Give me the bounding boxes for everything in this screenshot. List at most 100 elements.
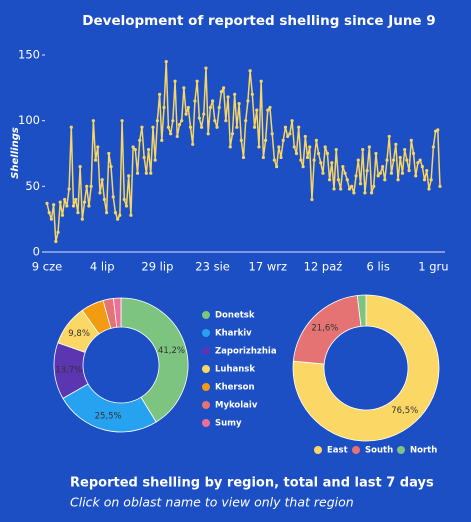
data-point bbox=[343, 171, 347, 175]
data-point bbox=[169, 132, 173, 136]
data-point bbox=[347, 187, 352, 191]
data-point bbox=[54, 239, 58, 244]
data-point bbox=[166, 125, 171, 129]
data-point bbox=[151, 125, 155, 129]
data-point bbox=[239, 138, 243, 142]
data-line bbox=[46, 60, 441, 243]
slice bbox=[120, 297, 189, 423]
legend-label[interactable]: East bbox=[327, 446, 348, 456]
data-point bbox=[202, 112, 206, 116]
data-point bbox=[316, 151, 321, 156]
data-point bbox=[378, 171, 382, 175]
data-point bbox=[341, 165, 345, 169]
data-point bbox=[354, 174, 358, 178]
data-point bbox=[268, 105, 272, 110]
data-point bbox=[215, 125, 219, 129]
data-point bbox=[111, 195, 115, 199]
legend-swatch[interactable] bbox=[202, 329, 210, 337]
data-point bbox=[173, 79, 177, 83]
data-point bbox=[89, 184, 93, 188]
data-point bbox=[272, 158, 277, 162]
slice-label: 76,5% bbox=[391, 406, 418, 416]
data-point bbox=[352, 191, 356, 195]
x-tick-label: 1 gru bbox=[418, 260, 448, 274]
data-point bbox=[250, 92, 254, 96]
data-point bbox=[158, 92, 162, 96]
data-point bbox=[246, 99, 250, 103]
data-point bbox=[82, 200, 87, 204]
data-point bbox=[162, 105, 166, 110]
legend-label[interactable]: Sumy bbox=[215, 419, 242, 429]
data-point bbox=[184, 112, 188, 116]
data-point bbox=[356, 158, 360, 162]
y-tick-label: 100 bbox=[18, 113, 40, 127]
data-point bbox=[140, 125, 144, 129]
slice-label: 9,8% bbox=[68, 329, 90, 339]
data-point bbox=[414, 174, 418, 178]
data-point bbox=[301, 165, 305, 169]
data-point bbox=[259, 79, 263, 83]
data-point bbox=[177, 123, 182, 127]
legend-label[interactable]: Kherson bbox=[215, 383, 255, 393]
data-point bbox=[171, 119, 175, 123]
legend-swatch[interactable] bbox=[314, 446, 322, 454]
chart-title: Development of reported shelling since J… bbox=[82, 13, 435, 29]
data-point bbox=[372, 184, 376, 188]
legend-label[interactable]: North bbox=[410, 446, 437, 456]
data-point bbox=[409, 138, 413, 142]
legend-swatch[interactable] bbox=[352, 446, 360, 454]
data-point bbox=[358, 182, 363, 186]
data-point bbox=[261, 155, 265, 160]
data-point bbox=[93, 158, 98, 162]
legend-swatch[interactable] bbox=[202, 383, 210, 391]
data-point bbox=[131, 145, 135, 149]
x-tick-label: 23 sie bbox=[195, 260, 230, 274]
data-point bbox=[124, 204, 129, 208]
data-point bbox=[116, 217, 120, 221]
x-tick-label: 17 wrz bbox=[249, 260, 287, 274]
legend-label[interactable]: Mykolaiv bbox=[215, 401, 258, 411]
slice bbox=[112, 297, 122, 328]
data-point bbox=[146, 147, 151, 152]
legend-swatch[interactable] bbox=[202, 311, 210, 319]
data-point bbox=[102, 197, 107, 202]
data-point bbox=[85, 184, 89, 188]
data-point bbox=[182, 86, 186, 90]
legend-swatch[interactable] bbox=[202, 365, 210, 373]
legend-swatch[interactable] bbox=[397, 446, 405, 454]
legend-swatch[interactable] bbox=[202, 347, 210, 355]
legend-label[interactable]: Luhansk bbox=[215, 365, 255, 375]
slice-label: 41,2% bbox=[158, 346, 185, 356]
legend-swatch[interactable] bbox=[202, 401, 210, 409]
data-point bbox=[193, 99, 197, 103]
legend-swatch[interactable] bbox=[202, 419, 210, 427]
slice bbox=[356, 294, 367, 327]
data-point bbox=[244, 119, 248, 123]
data-point bbox=[149, 171, 153, 175]
data-point bbox=[208, 105, 212, 110]
data-point bbox=[60, 213, 65, 217]
legend-label[interactable]: Zaporizhzhia bbox=[215, 347, 277, 357]
data-point bbox=[411, 151, 416, 156]
data-point bbox=[407, 168, 411, 173]
data-point bbox=[98, 191, 102, 195]
legend-label[interactable]: South bbox=[365, 446, 393, 456]
data-point bbox=[367, 145, 371, 149]
data-point bbox=[270, 132, 274, 136]
data-point bbox=[118, 213, 122, 217]
data-point bbox=[71, 204, 76, 208]
data-point bbox=[305, 155, 310, 160]
data-point bbox=[339, 187, 343, 191]
footer-subtitle[interactable]: Click on oblast name to view only that r… bbox=[70, 495, 354, 510]
data-point bbox=[52, 203, 56, 207]
data-point bbox=[188, 125, 193, 129]
slice-label: 25,5% bbox=[95, 411, 122, 421]
legend-label[interactable]: Donetsk bbox=[215, 311, 255, 321]
legend-label[interactable]: Kharkiv bbox=[215, 329, 252, 339]
data-point bbox=[279, 155, 283, 160]
data-point bbox=[199, 125, 204, 129]
data-point bbox=[96, 145, 100, 149]
data-point bbox=[336, 178, 341, 182]
data-point bbox=[78, 165, 82, 169]
